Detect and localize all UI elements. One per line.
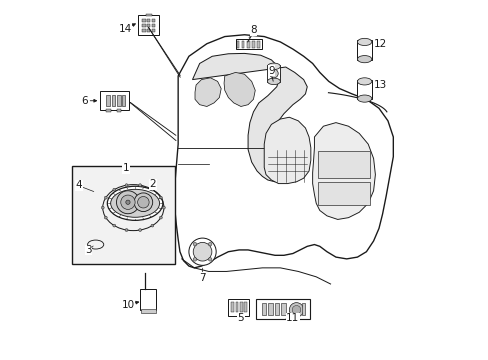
Bar	[274, 303, 279, 315]
Ellipse shape	[357, 55, 371, 63]
Bar	[72, 166, 174, 264]
Circle shape	[137, 197, 149, 208]
Ellipse shape	[110, 189, 159, 217]
Text: 1: 1	[122, 163, 129, 173]
FancyBboxPatch shape	[227, 300, 248, 316]
Bar	[281, 303, 285, 315]
Bar	[239, 302, 242, 312]
Text: 9: 9	[267, 66, 274, 76]
Bar	[235, 40, 262, 49]
Bar	[151, 29, 155, 32]
Bar	[246, 41, 249, 48]
Circle shape	[104, 216, 107, 219]
Text: 13: 13	[373, 80, 386, 90]
Text: 14: 14	[119, 24, 132, 34]
Text: 2: 2	[149, 179, 156, 189]
Circle shape	[159, 216, 162, 219]
Text: 8: 8	[250, 25, 256, 35]
Bar	[235, 302, 238, 312]
Circle shape	[104, 196, 107, 199]
Bar	[142, 29, 145, 32]
Circle shape	[289, 303, 303, 317]
Bar	[267, 303, 272, 315]
Bar	[357, 80, 371, 99]
Circle shape	[151, 224, 154, 227]
Text: 12: 12	[373, 39, 386, 49]
Bar	[112, 95, 115, 107]
Circle shape	[159, 196, 162, 199]
Bar	[106, 109, 110, 112]
Bar	[151, 19, 155, 22]
Circle shape	[188, 238, 216, 265]
FancyBboxPatch shape	[100, 91, 128, 110]
Text: 5: 5	[237, 313, 244, 323]
Circle shape	[208, 242, 211, 246]
Bar	[145, 14, 152, 17]
Bar	[231, 302, 234, 312]
Circle shape	[116, 191, 139, 214]
Bar	[317, 182, 369, 205]
Text: 7: 7	[199, 273, 205, 283]
Circle shape	[193, 242, 196, 246]
Bar	[106, 95, 110, 107]
Polygon shape	[174, 35, 392, 268]
FancyBboxPatch shape	[256, 300, 309, 319]
Circle shape	[193, 242, 211, 261]
Bar	[251, 41, 254, 48]
Text: 6: 6	[81, 96, 88, 106]
Bar	[142, 19, 145, 22]
Polygon shape	[312, 123, 375, 220]
Circle shape	[193, 257, 196, 261]
Bar	[256, 41, 259, 48]
Circle shape	[208, 257, 211, 261]
Bar	[147, 19, 150, 22]
Circle shape	[269, 69, 278, 78]
Bar	[301, 303, 304, 315]
Bar	[151, 24, 155, 27]
Polygon shape	[264, 117, 310, 184]
Text: 10: 10	[121, 300, 134, 310]
Polygon shape	[195, 78, 221, 107]
Circle shape	[121, 195, 135, 210]
Circle shape	[125, 229, 128, 231]
Bar	[117, 109, 121, 112]
Bar	[122, 95, 125, 107]
FancyBboxPatch shape	[138, 15, 159, 35]
Polygon shape	[192, 53, 306, 182]
FancyBboxPatch shape	[140, 289, 156, 310]
Ellipse shape	[267, 78, 280, 85]
Bar	[140, 309, 155, 314]
Bar	[317, 151, 369, 178]
Polygon shape	[224, 72, 255, 107]
Circle shape	[113, 224, 116, 227]
Ellipse shape	[267, 63, 280, 69]
Text: 11: 11	[285, 313, 299, 323]
Bar	[147, 29, 150, 32]
Circle shape	[134, 193, 152, 212]
Circle shape	[125, 184, 128, 186]
Circle shape	[139, 229, 142, 231]
Ellipse shape	[357, 39, 371, 45]
Text: 4: 4	[75, 180, 82, 190]
Circle shape	[151, 188, 154, 191]
Bar	[147, 24, 150, 27]
Bar	[267, 65, 280, 82]
Ellipse shape	[357, 95, 371, 102]
Circle shape	[292, 306, 300, 314]
Bar	[261, 303, 266, 315]
Bar	[241, 41, 244, 48]
Circle shape	[125, 200, 130, 204]
Circle shape	[113, 188, 116, 191]
Circle shape	[101, 206, 104, 209]
Text: 3: 3	[85, 245, 92, 255]
Bar	[236, 41, 239, 48]
Bar	[142, 24, 145, 27]
Bar	[357, 40, 371, 60]
Bar	[117, 95, 121, 107]
Bar	[244, 302, 246, 312]
Ellipse shape	[107, 186, 163, 220]
Circle shape	[162, 206, 165, 209]
Ellipse shape	[357, 78, 371, 85]
Circle shape	[139, 184, 142, 186]
